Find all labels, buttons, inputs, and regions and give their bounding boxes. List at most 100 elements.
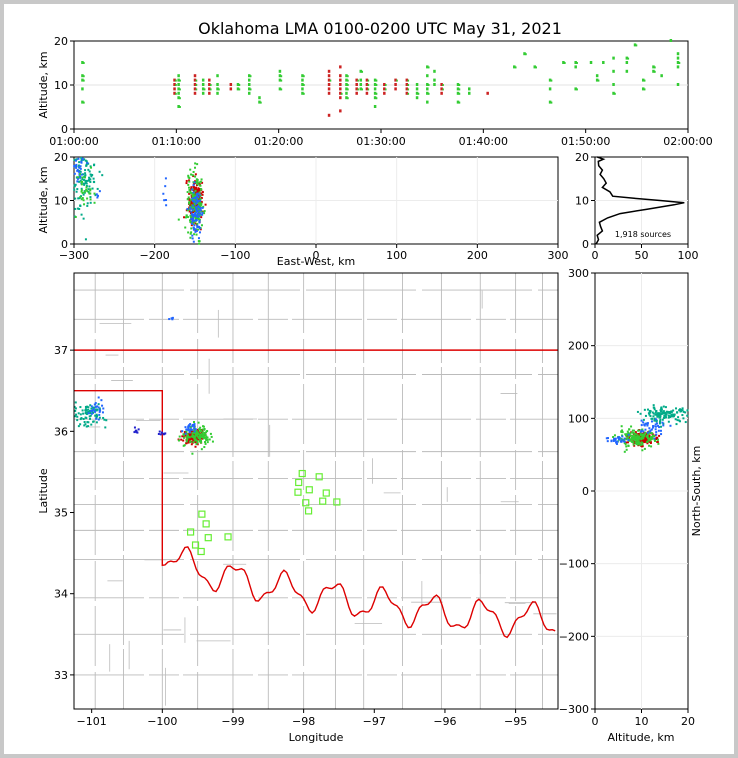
map-source [181, 435, 184, 438]
ew-source [85, 160, 88, 163]
ew-source [190, 231, 193, 234]
time-height-source [216, 87, 219, 91]
ew-source [83, 176, 86, 179]
ns-source [622, 440, 625, 443]
time-height-source [208, 83, 211, 86]
time-height-source [355, 87, 358, 91]
time-height-source [407, 79, 410, 82]
map-source [74, 401, 77, 404]
ns-source [642, 418, 645, 421]
time-height-source [357, 88, 359, 91]
map-source [84, 423, 87, 426]
ew-source [74, 159, 77, 162]
ew-source [191, 237, 194, 240]
time-height-source [339, 78, 342, 82]
ew-source [73, 165, 76, 168]
time-height-source [339, 109, 342, 113]
time-height-source [83, 101, 85, 104]
time-height-source [345, 96, 348, 100]
time-height-source [456, 83, 460, 86]
ns-source [667, 420, 670, 423]
ns-height-ylabel: North-South, km [690, 446, 703, 537]
ew-source [189, 232, 192, 235]
ew-xtick-label: −200 [140, 249, 170, 262]
ew-source [85, 182, 88, 185]
ns-source [639, 434, 642, 437]
ns-source [626, 435, 629, 438]
time-height-source [201, 87, 205, 91]
ew-source [188, 201, 191, 204]
map-source [194, 441, 197, 444]
map-source [185, 442, 188, 445]
lma-station [198, 510, 206, 518]
ns-source [668, 415, 671, 418]
ns-source [624, 433, 627, 436]
ew-source [196, 222, 199, 225]
time-height-source [193, 87, 197, 91]
ns-source [616, 440, 619, 443]
map-source [87, 406, 90, 409]
ew-source [74, 197, 77, 200]
ew-source [195, 229, 198, 232]
map-source [159, 433, 162, 436]
ns-source [659, 425, 662, 428]
ns-source [646, 408, 649, 411]
ew-source [195, 195, 198, 198]
ns-source [657, 442, 660, 445]
map-source [81, 409, 84, 412]
ew-source [79, 167, 82, 170]
time-height-source [654, 66, 656, 69]
map-source [201, 431, 204, 434]
ew-source [199, 198, 202, 201]
ns-source [626, 430, 629, 433]
time-height-source [81, 87, 84, 91]
time-height-source [625, 69, 629, 73]
ew-source [190, 227, 193, 230]
ns-source [633, 442, 636, 445]
ew-source [84, 159, 87, 162]
ns-source [623, 441, 626, 444]
time-height-source [426, 91, 429, 95]
ew-source [83, 190, 86, 193]
ns-source [654, 439, 657, 442]
ns-source [620, 430, 623, 433]
time-height-source [426, 87, 429, 91]
ew-source [83, 203, 86, 206]
time-height-source [365, 87, 369, 91]
time-height-source [303, 92, 305, 95]
ns-source [651, 434, 654, 437]
time-height-source [525, 53, 527, 56]
map-source [82, 418, 85, 421]
time-height-source [193, 78, 197, 82]
ew-source [192, 184, 195, 187]
ns-xtick-label: 20 [681, 715, 695, 728]
ew-source [194, 175, 197, 178]
time-height-source [625, 56, 629, 60]
map-source [190, 430, 193, 433]
time-height-source [327, 78, 331, 82]
ew-source [191, 218, 194, 221]
ew-source [82, 199, 85, 202]
ns-source [678, 419, 681, 422]
ns-source [646, 422, 649, 425]
map-source [187, 436, 190, 439]
ew-source [81, 158, 84, 161]
time-height-panel: 01:00:00 01:10:00 01:20:00 01:30:00 01:40:00… [37, 35, 713, 148]
ew-source [190, 196, 193, 199]
time-height-source [175, 92, 177, 95]
ns-source [627, 438, 630, 441]
ns-source [642, 439, 645, 442]
ew-source [198, 214, 201, 217]
time-height-source [177, 83, 180, 86]
ew-source [198, 209, 201, 212]
ew-source [189, 220, 192, 223]
ns-source [650, 428, 653, 431]
map-source [203, 431, 206, 434]
map-source [196, 433, 199, 436]
lma-station [294, 488, 302, 496]
ew-source [199, 180, 202, 183]
map-source [193, 423, 196, 426]
map-source [200, 439, 203, 442]
ns-source [643, 447, 646, 450]
ew-source [193, 197, 196, 200]
